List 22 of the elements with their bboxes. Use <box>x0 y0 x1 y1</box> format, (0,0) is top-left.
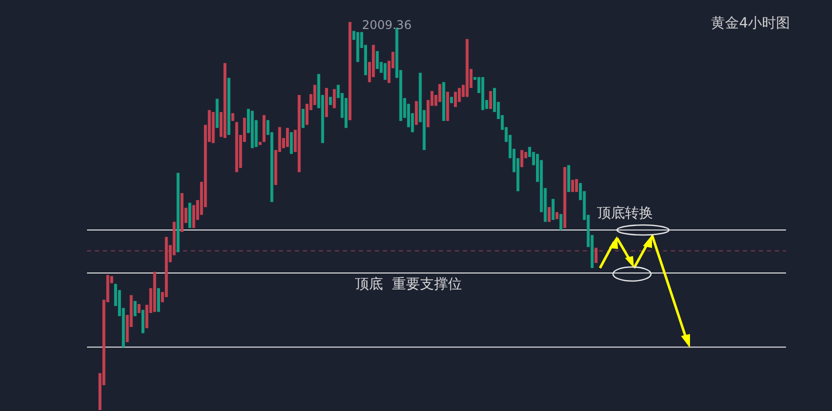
candlestick <box>286 127 289 148</box>
ref-line-label: 顶底转换 <box>597 206 654 222</box>
candlestick <box>290 132 293 154</box>
candlestick <box>414 100 418 126</box>
candlestick <box>489 90 492 110</box>
annotation: 2009.36 <box>362 18 412 32</box>
candlestick <box>376 50 379 70</box>
candlestick <box>559 214 562 230</box>
candlestick <box>384 62 387 80</box>
candlestick <box>520 150 524 168</box>
candlestick <box>552 198 555 220</box>
candlestick <box>548 206 551 222</box>
candlestick <box>454 91 457 108</box>
candlestick <box>571 179 574 192</box>
text: 黄金4小时图 <box>711 16 790 32</box>
candlestick <box>594 247 598 264</box>
candlestick <box>575 178 578 192</box>
candlestick <box>438 84 442 102</box>
candlestick <box>332 88 336 109</box>
candlestick <box>157 288 160 312</box>
candlestick <box>302 108 305 128</box>
ref-line-label: 顶底 重要支撑位 <box>355 276 462 293</box>
